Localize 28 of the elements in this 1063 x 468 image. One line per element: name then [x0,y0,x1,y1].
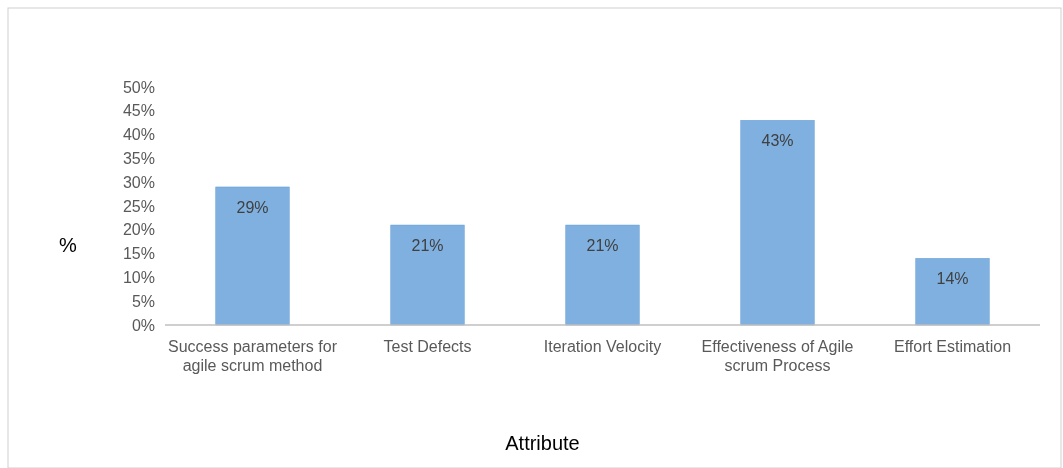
y-axis-title: % [59,234,78,256]
y-tick-label: 35% [122,150,155,167]
y-tick-label: 20% [122,221,155,239]
y-tick-label: 45% [122,102,155,120]
x-axis-title: Attribute [505,432,580,454]
x-tick-label: Test Defects [383,338,472,355]
y-tick-label: 15% [122,245,155,263]
bar [740,120,815,326]
x-tick-label: Effectiveness of Agile scrum Process [701,338,854,374]
x-tick-label: Success parameters for agile scrum method [168,338,338,374]
data-label: 43% [761,132,794,150]
y-tick-label: 50% [122,78,155,96]
y-tick-label: 40% [122,126,155,144]
x-tick-label: Effort Estimation [893,338,1012,355]
y-tick-label: 25% [122,197,155,215]
bar [390,224,465,326]
data-label: 14% [936,270,969,288]
bar [215,186,290,326]
y-tick-label: 5% [131,292,155,310]
data-label: 29% [236,198,269,216]
y-tick-label: 0% [131,316,155,334]
bar [915,258,990,326]
data-label: 21% [586,237,619,255]
y-tick-label: 30% [122,173,155,191]
bar [565,224,640,326]
y-tick-label: 10% [122,269,155,286]
x-tick-label: Iteration Velocity [543,338,662,355]
data-label: 21% [411,237,444,255]
